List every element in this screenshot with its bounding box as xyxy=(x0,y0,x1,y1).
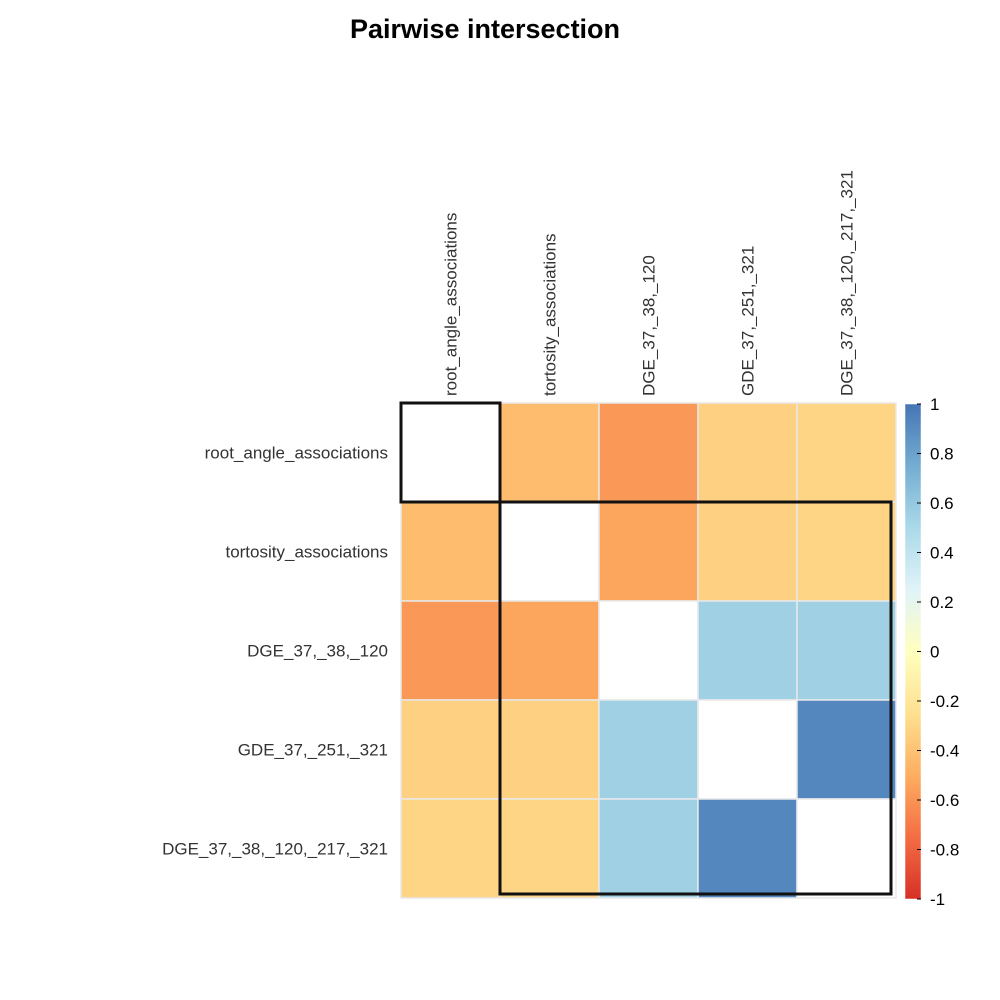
row-label: root_angle_associations xyxy=(205,444,388,463)
heatmap-cell xyxy=(598,798,699,899)
heatmap-cells xyxy=(400,402,897,899)
heatmap-cell xyxy=(400,798,501,899)
row-labels: root_angle_associations tortosity_associa… xyxy=(162,444,388,859)
colorbar-tick-label: 0.6 xyxy=(930,494,954,513)
colorbar-tick-label: -0.6 xyxy=(930,791,959,810)
heatmap-cell xyxy=(697,402,798,503)
row-label: GDE_37,_251,_321 xyxy=(238,741,388,760)
column-labels: root_angle_associations tortosity_associa… xyxy=(442,170,857,396)
column-label: GDE_37,_251,_321 xyxy=(739,246,758,396)
colorbar-tick-label: 0 xyxy=(930,643,939,662)
heatmap-cell xyxy=(796,402,897,503)
colorbar-tick-label: -1 xyxy=(930,890,945,909)
heatmap-cell xyxy=(796,600,897,701)
colorbar-tick-label: 0.8 xyxy=(930,445,954,464)
cluster-outlines xyxy=(399,401,893,896)
heatmap-cell xyxy=(598,402,699,503)
heatmap-cell xyxy=(499,699,600,800)
heatmap-cell xyxy=(697,501,798,602)
colorbar: 1 0.8 0.6 0.4 0.2 0 -0.2 -0.4 -0.6 -0.8 -1 xyxy=(904,395,959,909)
heatmap-cell xyxy=(400,600,501,701)
heatmap-cell xyxy=(499,798,600,899)
heatmap-cell xyxy=(598,501,699,602)
row-label: tortosity_associations xyxy=(225,543,388,562)
heatmap-cell xyxy=(400,501,501,602)
heatmap-cell xyxy=(697,600,798,701)
heatmap-cell xyxy=(598,699,699,800)
row-label: DGE_37,_38,_120,_217,_321 xyxy=(162,840,388,859)
cluster-outline xyxy=(399,401,502,504)
colorbar-tick-label: -0.4 xyxy=(930,742,959,761)
cluster-outline xyxy=(498,500,893,896)
chart-title: Pairwise intersection xyxy=(350,14,620,44)
heatmap-cell xyxy=(400,699,501,800)
colorbar-tick-label: 0.2 xyxy=(930,593,954,612)
heatmap-cell xyxy=(697,699,798,800)
heatmap-cell xyxy=(499,501,600,602)
heatmap-cell xyxy=(796,501,897,602)
colorbar-tick-label: 0.4 xyxy=(930,544,954,563)
colorbar-tick-label: -0.8 xyxy=(930,841,959,860)
heatmap-cell xyxy=(697,798,798,899)
column-label: root_angle_associations xyxy=(442,213,461,396)
row-label: DGE_37,_38,_120 xyxy=(247,642,388,661)
heatmap-cell xyxy=(796,699,897,800)
column-label: tortosity_associations xyxy=(541,233,560,396)
heatmap-cell xyxy=(796,798,897,899)
colorbar-tick-label: 1 xyxy=(930,395,939,414)
column-label: DGE_37,_38,_120 xyxy=(640,255,659,396)
heatmap-cell xyxy=(499,402,600,503)
heatmap-cell xyxy=(598,600,699,701)
column-label: DGE_37,_38,_120,_217,_321 xyxy=(838,170,857,396)
colorbar-tick-label: -0.2 xyxy=(930,692,959,711)
heatmap-cell xyxy=(499,600,600,701)
heatmap-cell xyxy=(400,402,501,503)
